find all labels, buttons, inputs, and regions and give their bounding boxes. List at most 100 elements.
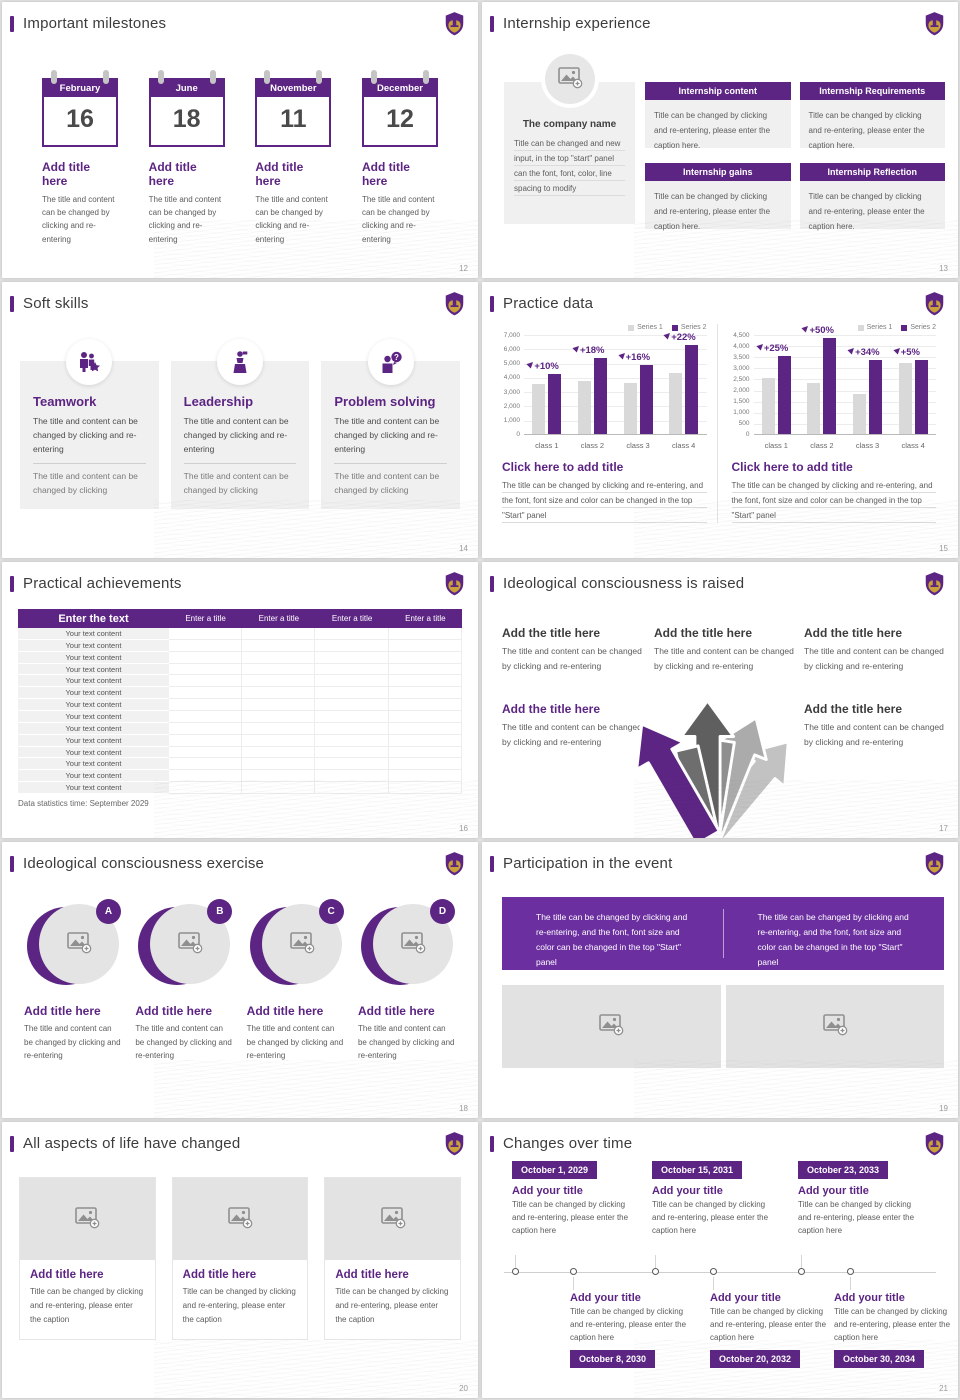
letter-badge: A <box>96 899 121 924</box>
calendar-card[interactable]: November 11 Add title here The title and… <box>255 70 332 246</box>
table-cell-label: Your text content <box>18 746 169 759</box>
slide-ideology-exercise[interactable]: Ideological consciousness exercise A Add… <box>2 842 478 1118</box>
exercise-item[interactable]: A Add title here The title and content c… <box>24 899 122 1063</box>
photo-placeholder[interactable] <box>172 1178 308 1260</box>
internship-box[interactable]: Internship content Title can be changed … <box>645 82 791 150</box>
calendar-month: November <box>257 80 330 97</box>
table-cell-empty <box>315 770 389 783</box>
skill-card[interactable]: Leadership The title and content can be … <box>170 339 310 509</box>
chart-caption: The title can be changed by clicking and… <box>731 478 936 523</box>
slide-life-changed[interactable]: All aspects of life have changed Add tit… <box>2 1122 478 1398</box>
table-cell-empty <box>168 699 243 712</box>
table-row: Your text content <box>18 782 463 795</box>
image-placeholder-icon <box>598 1012 624 1041</box>
chart-subtitle: Click here to add title <box>731 460 853 474</box>
svg-text:?: ? <box>394 353 399 362</box>
slide-header: Internship experience <box>490 15 651 32</box>
divider <box>33 463 146 465</box>
table-cell-empty <box>388 746 463 759</box>
percent-label: +18% <box>568 345 605 356</box>
timeline-connector <box>573 1277 574 1290</box>
slide-practice-data[interactable]: Practice data Series 1 Series 2 7,000 6,000… <box>482 282 958 558</box>
calendar-card[interactable]: June 18 Add title here The title and con… <box>148 70 225 246</box>
university-logo-icon <box>444 11 465 36</box>
timeline-event: October 15, 2031 Add your title Title ca… <box>652 1160 772 1237</box>
slide-header: Soft skills <box>10 295 89 312</box>
exercise-item[interactable]: D Add title here The title and content c… <box>357 899 456 1063</box>
skill-card[interactable]: Teamwork The title and content can be ch… <box>20 339 159 509</box>
skill-card[interactable]: ? Problem solving The title and content … <box>321 339 461 509</box>
life-card[interactable]: Add title here Title can be changed by c… <box>171 1177 309 1340</box>
table-row: Your text content <box>18 722 463 735</box>
timeline-node[interactable] <box>512 1268 519 1275</box>
slide-changes-over-time[interactable]: Changes over time October 1, 2029 Add yo… <box>482 1122 958 1398</box>
table-cell-label: Your text content <box>18 770 169 783</box>
table-footnote: Data statistics time: September 2029 <box>18 799 149 808</box>
image-placeholder-icon <box>557 65 583 94</box>
slide-practical-achievements[interactable]: Practical achievements Enter the text En… <box>2 562 478 838</box>
text-block: Add the title here The title and content… <box>804 702 946 750</box>
banner-text-right: The title can be changed by clicking and… <box>757 912 909 967</box>
percent-label: +5% <box>889 347 920 358</box>
banner-divider <box>722 909 724 958</box>
slide-participation[interactable]: Participation in the event The title can… <box>482 842 958 1118</box>
card-caption: Title can be changed by clicking and re-… <box>182 1287 296 1324</box>
university-logo-icon <box>444 571 465 596</box>
table-cell-empty <box>242 699 316 712</box>
block-title: Add the title here <box>804 702 903 716</box>
box-title: Internship content <box>645 82 791 100</box>
photo-placeholder[interactable] <box>20 1178 155 1260</box>
calendar-card[interactable]: February 16 Add title here The title and… <box>42 70 118 246</box>
event-caption: Title can be changed by clicking and re-… <box>798 1200 915 1235</box>
event-date-badge: October 8, 2030 <box>570 1350 656 1369</box>
timeline-node[interactable] <box>652 1268 659 1275</box>
plot-area: +25% +50% +34% +5% <box>752 325 936 435</box>
card-caption: The title and content can be changed by … <box>148 195 222 244</box>
image-placeholder-icon <box>177 930 203 959</box>
percent-label: +25% <box>752 343 788 354</box>
table-cell-empty <box>168 782 243 795</box>
timeline-node[interactable] <box>710 1268 717 1275</box>
life-card[interactable]: Add title here Title can be changed by c… <box>324 1177 462 1340</box>
timeline-connector <box>655 1255 656 1268</box>
internship-box[interactable]: Internship gains Title can be changed by… <box>645 163 791 231</box>
image-placeholder-icon <box>822 1012 848 1041</box>
slide-internship-experience[interactable]: Internship experience The company name T… <box>482 2 958 278</box>
bar-series-2 <box>914 360 928 434</box>
bar-series-2 <box>639 365 653 434</box>
plot-area: +10% +18% +16% +22% <box>523 332 707 435</box>
bar-group: +22% <box>660 332 699 434</box>
slide-ideology-raised[interactable]: Ideological consciousness is raised Add … <box>482 562 958 838</box>
internship-box[interactable]: Internship Requirements Title can be cha… <box>799 82 945 150</box>
bar-series-2 <box>869 360 883 434</box>
life-card[interactable]: Add title here Title can be changed by c… <box>19 1177 156 1340</box>
slide-header: Practice data <box>490 295 593 312</box>
timeline-node[interactable] <box>570 1268 577 1275</box>
photo-placeholder[interactable] <box>502 985 721 1068</box>
item-caption: The title and content can be changed by … <box>357 1024 455 1061</box>
company-photo-placeholder[interactable] <box>544 54 595 104</box>
percent-label: +50% <box>798 325 834 336</box>
photo-placeholder[interactable] <box>725 985 944 1068</box>
timeline-node[interactable] <box>847 1268 854 1275</box>
skill-title: Leadership <box>183 394 254 409</box>
slide-important-milestones[interactable]: Important milestones February 16 Add tit… <box>2 2 478 278</box>
card-title: Add title here <box>361 160 410 188</box>
title-accent-bar <box>10 15 14 32</box>
calendar-day: 11 <box>280 105 307 133</box>
title-accent-bar <box>490 575 494 592</box>
exercise-item[interactable]: B Add title here The title and content c… <box>135 899 233 1063</box>
photo-placeholder[interactable] <box>325 1178 461 1260</box>
page-number: 15 <box>939 544 948 553</box>
block-title: Add the title here <box>804 626 903 640</box>
problem-solving-icon: ? <box>367 339 414 385</box>
exercise-item[interactable]: C Add title here The title and content c… <box>247 899 345 1063</box>
internship-box[interactable]: Internship Reflection Title can be chang… <box>799 163 945 231</box>
table-row: Your text content <box>18 639 463 652</box>
slide-soft-skills[interactable]: Soft skills Teamwork The title and conte… <box>2 282 478 558</box>
timeline-node[interactable] <box>798 1268 805 1275</box>
card-title: Add title here <box>182 1269 257 1281</box>
block-caption: The title and content can be changed by … <box>502 646 642 671</box>
timeline-axis <box>504 1272 936 1273</box>
calendar-card[interactable]: December 12 Add title here The title and… <box>361 70 438 246</box>
